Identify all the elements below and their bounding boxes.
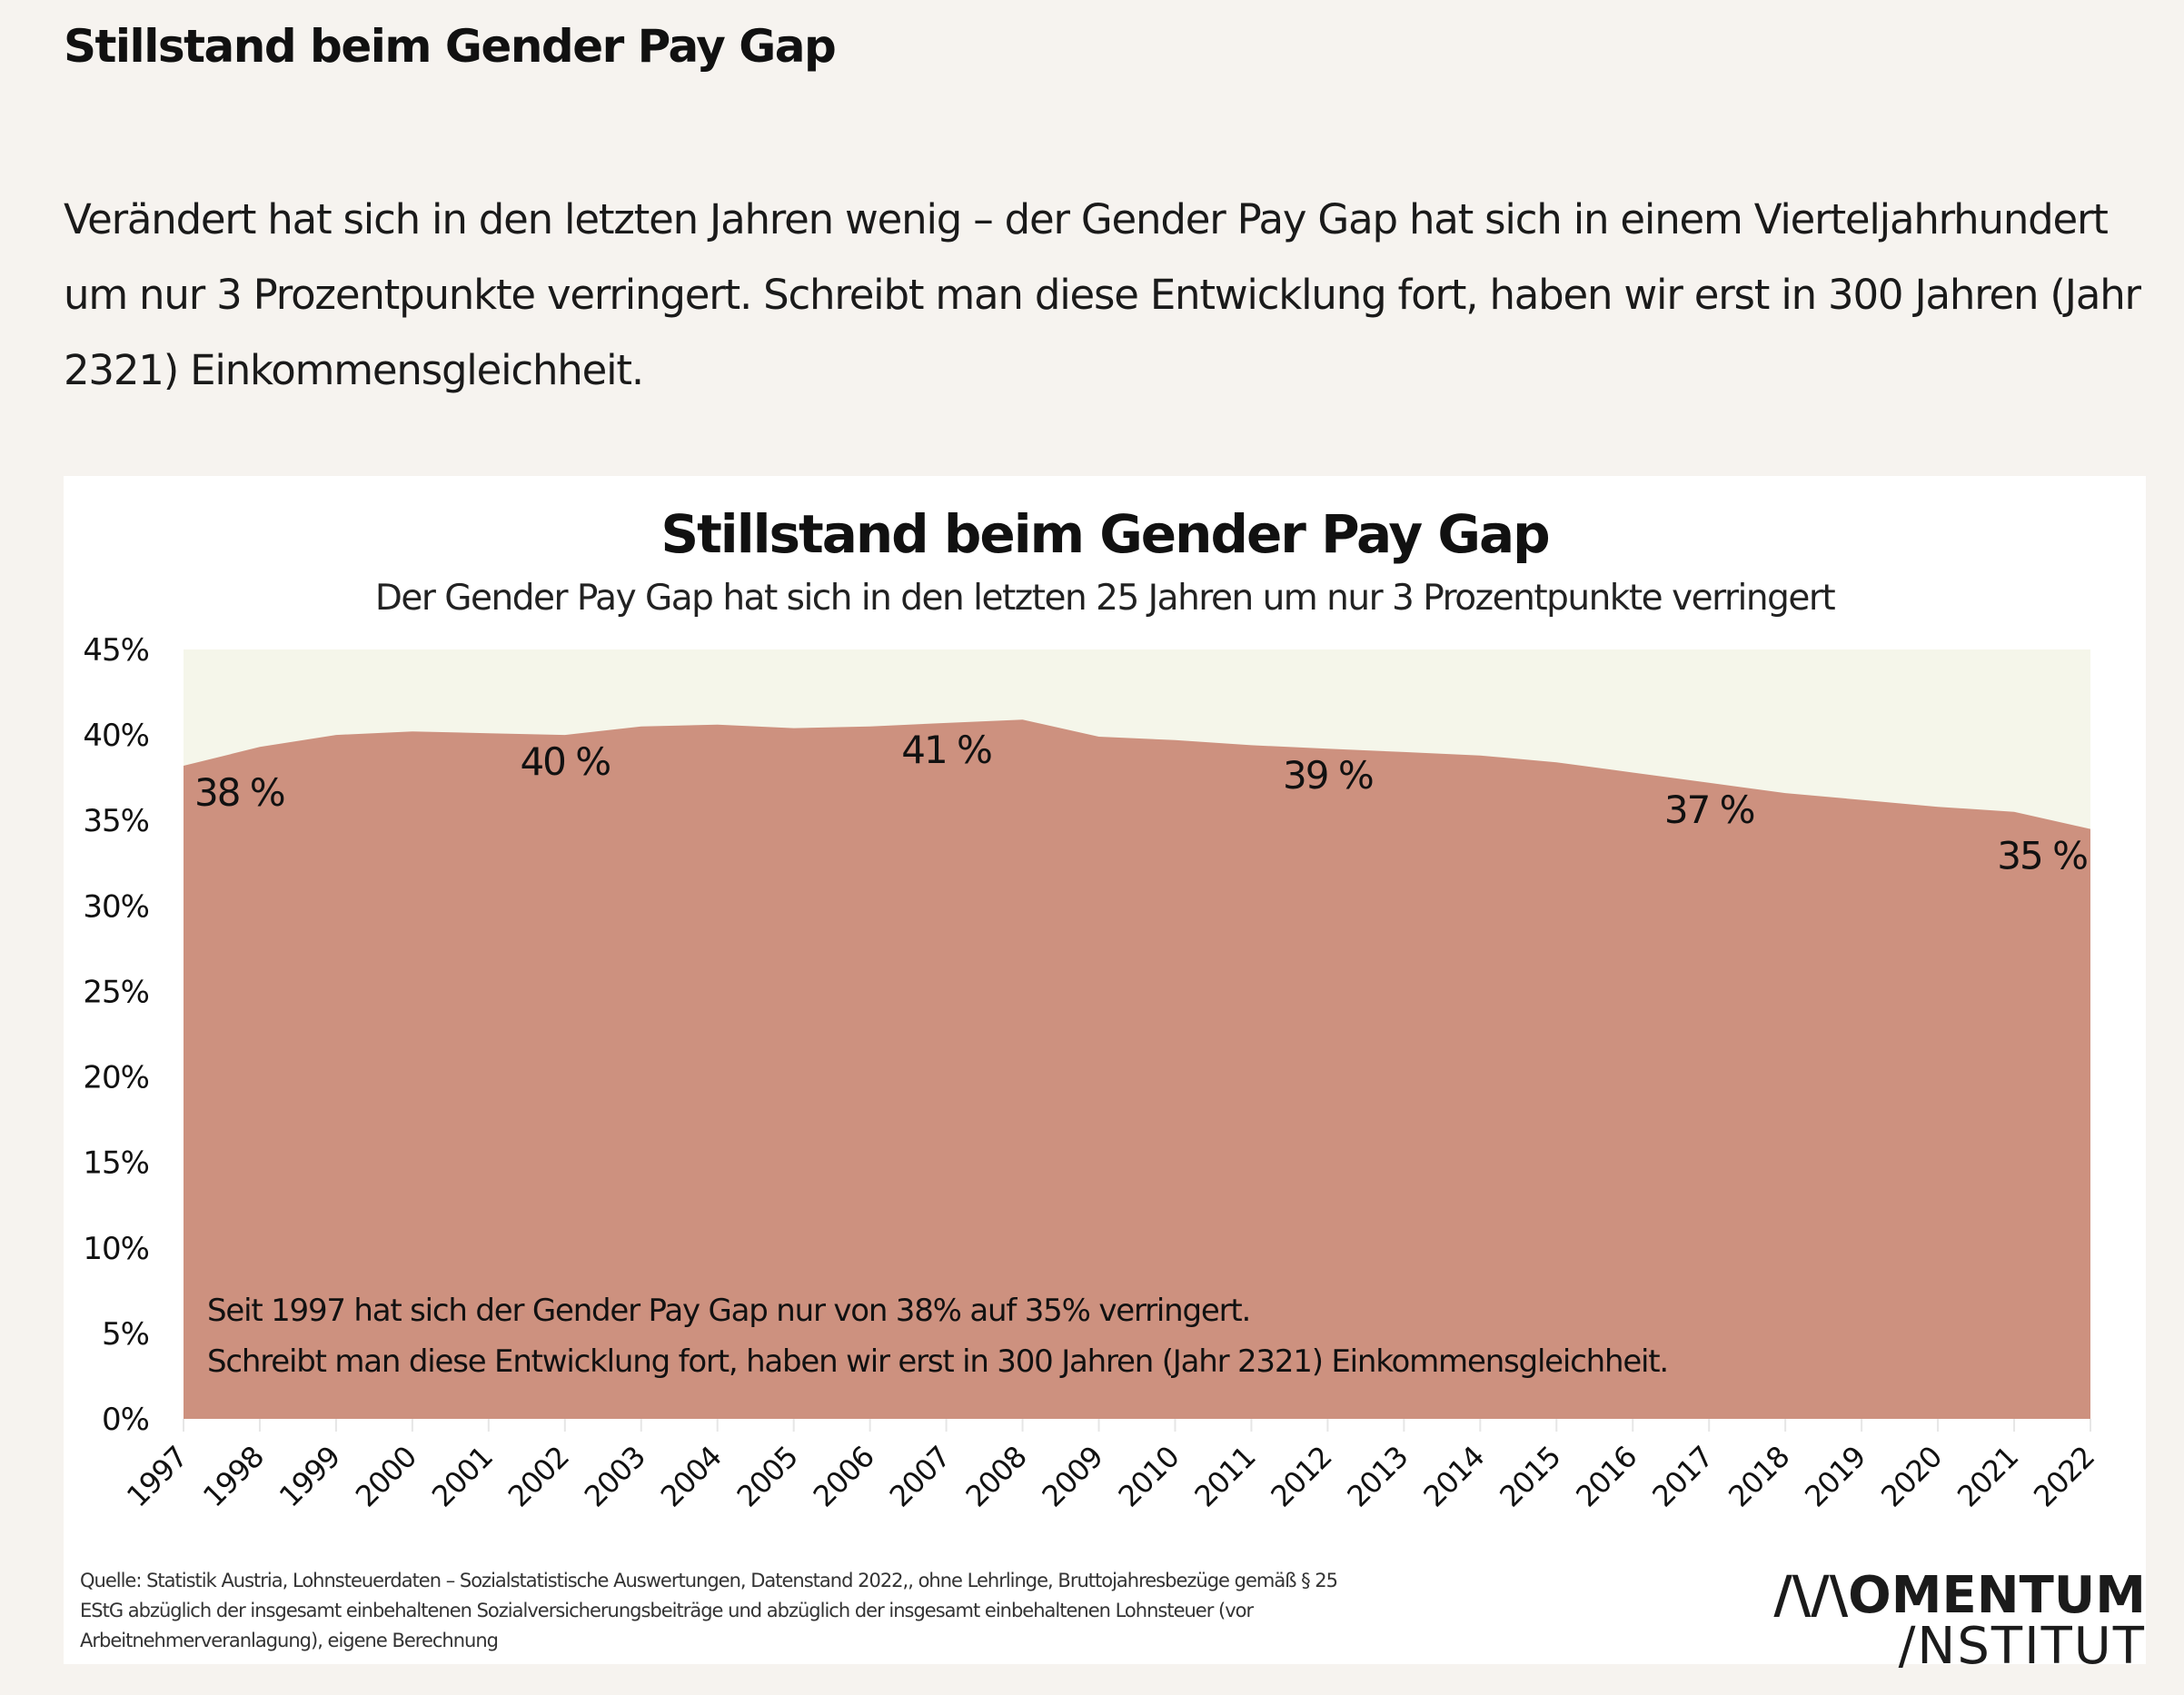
article-title: Stillstand beim Gender Pay Gap [64,20,837,73]
x-tick-label: 1999 [273,1440,347,1514]
chart-card: Stillstand beim Gender Pay Gap Der Gende… [64,476,2146,1672]
annotation-line: Schreibt man diese Entwicklung fort, hab… [207,1343,1668,1380]
annotation-line: Seit 1997 hat sich der Gender Pay Gap nu… [207,1293,1250,1329]
x-tick-label: 2020 [1874,1440,1949,1514]
y-tick-label: 15% [83,1145,149,1182]
x-tick-label: 1997 [120,1440,194,1514]
data-label: 35 % [1997,834,2087,878]
x-tick-label: 2000 [349,1440,423,1514]
annotation: Seit 1997 hat sich der Gender Pay Gap nu… [207,1293,1669,1380]
x-tick-label: 2021 [1951,1440,2025,1514]
y-tick-label: 10% [83,1231,149,1267]
x-tick-label: 2011 [1187,1440,1262,1514]
x-tick-label: 2012 [1264,1440,1338,1514]
x-tick-label: 2010 [1112,1440,1186,1514]
x-tick-label: 2001 [425,1440,500,1514]
data-label: 37 % [1664,788,1754,832]
data-labels: 38 % 40 % 41 % 39 % 37 % 35 % [194,728,2089,878]
article-lead: Verändert hat sich in den letzten Jahren… [64,195,2141,394]
x-tick-label: 2019 [1798,1440,1872,1514]
x-tick-label: 2017 [1645,1440,1720,1514]
y-axis: 0% 5% 10% 15% 20% 25% 30% 35% 40% 45% [83,632,150,1438]
x-tick-label: 2015 [1493,1440,1567,1514]
y-tick-label: 35% [83,803,149,839]
area-chart: 0% 5% 10% 15% 20% 25% 30% 35% 40% 45% 1997 1998 199… [83,632,2101,1513]
gender-pay-gap-area [184,719,2090,1419]
data-label: 38 % [194,770,284,815]
y-tick-label: 30% [83,888,149,925]
y-tick-label: 20% [83,1060,149,1096]
x-tick-label: 2003 [578,1440,652,1514]
y-tick-label: 0% [102,1402,149,1438]
x-axis: 1997 1998 1999 2000 2001 2002 2003 2004 2005 2006… [120,1419,2101,1513]
data-label: 40 % [520,739,610,784]
x-tick-label: 2022 [2027,1440,2101,1514]
x-tick-label: 2006 [807,1440,881,1514]
x-tick-label: 2002 [501,1440,576,1514]
chart-title: Stillstand beim Gender Pay Gap [660,503,1550,565]
x-tick-label: 2014 [1416,1440,1491,1514]
y-tick-label: 25% [83,974,149,1010]
x-tick-label: 2004 [654,1440,729,1514]
logo-line-1: /\/\OMENTUM [1773,1566,2146,1625]
y-tick-label: 5% [102,1316,149,1353]
data-label: 39 % [1283,753,1373,798]
y-tick-label: 40% [83,718,149,754]
y-tick-label: 45% [83,632,149,669]
source-note: Quelle: Statistik Austria, Lohnsteuerdat… [80,1570,1338,1651]
x-tick-label: 2007 [883,1440,958,1514]
x-tick-label: 2016 [1569,1440,1643,1514]
logo-line-2: /NSTITUT [1898,1617,2146,1676]
chart-subtitle: Der Gender Pay Gap hat sich in den letzt… [374,578,1836,619]
x-tick-label: 1998 [196,1440,271,1514]
x-tick-label: 2005 [730,1440,805,1514]
x-tick-label: 2009 [1036,1440,1110,1514]
data-label: 41 % [901,728,991,772]
x-tick-label: 2018 [1722,1440,1796,1514]
momentum-institut-logo: /\/\OMENTUM /NSTITUT [1773,1571,2146,1672]
x-tick-label: 2008 [959,1440,1034,1514]
x-tick-label: 2013 [1340,1440,1415,1514]
